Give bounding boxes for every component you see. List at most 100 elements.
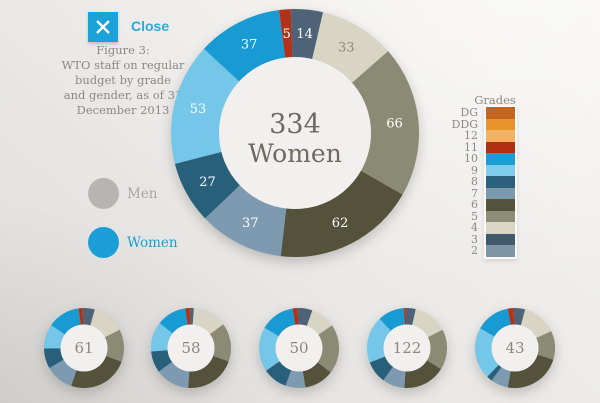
donut-segment-grade-4[interactable] (412, 308, 443, 338)
donut-segment-grade-8[interactable] (151, 350, 173, 372)
donut-segment-grade-6[interactable] (188, 355, 229, 388)
grade-label-DDG: DDG (451, 117, 478, 131)
grade-label-11: 11 (464, 140, 478, 154)
grade-label-4: 4 (471, 221, 478, 235)
donut-segment-grade-5[interactable] (209, 324, 231, 362)
small-donut-total-0: 61 (74, 339, 94, 357)
segment-value-label: 37 (242, 216, 259, 231)
segment-value-label: 62 (332, 216, 349, 231)
grade-swatch-7 (486, 187, 515, 200)
donut-segment-grade-6[interactable] (71, 356, 122, 388)
donut-hole (275, 324, 323, 372)
grade-label-8: 8 (471, 175, 478, 189)
donut-segment-grade-3[interactable] (405, 308, 416, 326)
donut-segment-grade-8[interactable] (265, 361, 292, 386)
grade-label-12: 12 (464, 129, 478, 143)
donut-segment-grade-11[interactable] (507, 308, 515, 325)
small-donut-total-3: 122 (392, 339, 422, 357)
donut-segment-grade-10[interactable] (51, 308, 81, 335)
donut-segment-grade-10[interactable] (203, 10, 286, 82)
donut-segment-grade-6[interactable] (507, 354, 554, 388)
segment-value-label: 37 (241, 38, 258, 53)
segment-value-label: 33 (338, 41, 355, 56)
donut-segment-grade-9[interactable] (367, 318, 391, 363)
grade-swatch-9 (486, 164, 515, 177)
donut-chart-small-1 (151, 308, 231, 388)
grade-label-7: 7 (471, 186, 478, 200)
donut-segment-grade-5[interactable] (317, 325, 339, 373)
donut-segment-grade-9[interactable] (475, 328, 499, 377)
donut-segment-grade-8[interactable] (369, 356, 394, 381)
grade-label-6: 6 (471, 198, 478, 212)
main-donut-total: 334 (269, 109, 321, 140)
donut-segment-grade-10[interactable] (379, 308, 405, 331)
donut-segment-grade-4[interactable] (90, 309, 120, 338)
donut-chart-small-4 (475, 308, 555, 388)
grade-swatch-3 (486, 233, 515, 246)
donut-segment-grade-7[interactable] (205, 185, 287, 257)
donut-segment-grade-7[interactable] (383, 366, 406, 388)
grade-label-2: 2 (471, 244, 478, 258)
segment-value-label: 14 (296, 27, 313, 42)
grade-swatch-11 (486, 141, 515, 154)
donut-segment-grade-3[interactable] (189, 308, 194, 325)
donut-segment-grade-5[interactable] (536, 331, 555, 360)
donut-segment-grade-9[interactable] (151, 323, 173, 352)
donut-segment-grade-7[interactable] (491, 367, 511, 388)
women-legend-label[interactable]: Women (127, 235, 178, 251)
donut-segment-grade-8[interactable] (44, 348, 64, 369)
donut-segment-grade-9[interactable] (170, 48, 240, 164)
grade-label-9: 9 (471, 163, 478, 177)
donut-segment-grade-4[interactable] (306, 310, 333, 335)
donut-segment-grade-7[interactable] (49, 359, 77, 386)
donut-hole (383, 324, 431, 372)
small-donut-total-2: 50 (289, 339, 309, 357)
donut-segment-grade-9[interactable] (44, 325, 65, 349)
grade-swatch-2 (486, 245, 515, 257)
segment-value-label: 5 (283, 27, 291, 42)
donut-segment-grade-11[interactable] (185, 308, 191, 325)
donut-segment-grade-6[interactable] (302, 362, 331, 388)
donut-segment-grade-5[interactable] (352, 51, 419, 195)
donut-segment-grade-5[interactable] (426, 329, 447, 370)
close-button[interactable] (88, 12, 118, 42)
donut-segment-grade-10[interactable] (159, 308, 188, 334)
men-legend-label[interactable]: Men (127, 186, 158, 202)
donut-segment-grade-4[interactable] (192, 308, 224, 335)
donut-segment-grade-6[interactable] (404, 360, 441, 388)
donut-segment-grade-11[interactable] (292, 308, 299, 325)
donut-segment-grade-4[interactable] (520, 309, 552, 339)
donut-hole (491, 324, 539, 372)
donut-segment-grade-3[interactable] (290, 8, 324, 59)
donut-hole (219, 57, 371, 209)
donut-segment-grade-4[interactable] (312, 12, 389, 83)
donut-segment-grade-7[interactable] (158, 361, 190, 388)
donut-segment-grade-8[interactable] (174, 151, 240, 219)
donut-segment-grade-5[interactable] (104, 329, 124, 362)
donut-segment-grade-3[interactable] (513, 308, 526, 326)
donut-segment-grade-7[interactable] (285, 370, 306, 389)
donut-segment-grade-8[interactable] (487, 364, 502, 381)
grades-legend-swatches (484, 105, 517, 259)
grades-legend-title: Grades (474, 93, 516, 107)
main-donut-total-label: Women (248, 139, 342, 169)
donut-segment-grade-10[interactable] (480, 308, 511, 337)
donut-segment-grade-11[interactable] (279, 9, 293, 58)
segment-value-label: 53 (190, 102, 207, 117)
women-legend-swatch[interactable] (88, 227, 119, 258)
close-button-label[interactable]: Close (131, 18, 170, 34)
figure-caption: Figure 3: WTO staff on regular budget by… (61, 43, 185, 117)
donut-segment-grade-6[interactable] (280, 170, 403, 257)
grade-swatch-DDG (486, 118, 515, 131)
donut-segment-grade-3[interactable] (82, 308, 95, 326)
close-icon (88, 18, 118, 36)
donut-segment-grade-3[interactable] (297, 308, 313, 326)
small-donut-total-4: 43 (505, 339, 525, 357)
donut-segment-grade-11[interactable] (403, 308, 407, 325)
donut-segment-grade-10[interactable] (264, 308, 296, 337)
grade-swatch-10 (486, 153, 515, 165)
donut-segment-grade-9[interactable] (258, 327, 280, 371)
donut-segment-grade-11[interactable] (78, 308, 84, 325)
men-legend-swatch[interactable] (88, 178, 119, 209)
